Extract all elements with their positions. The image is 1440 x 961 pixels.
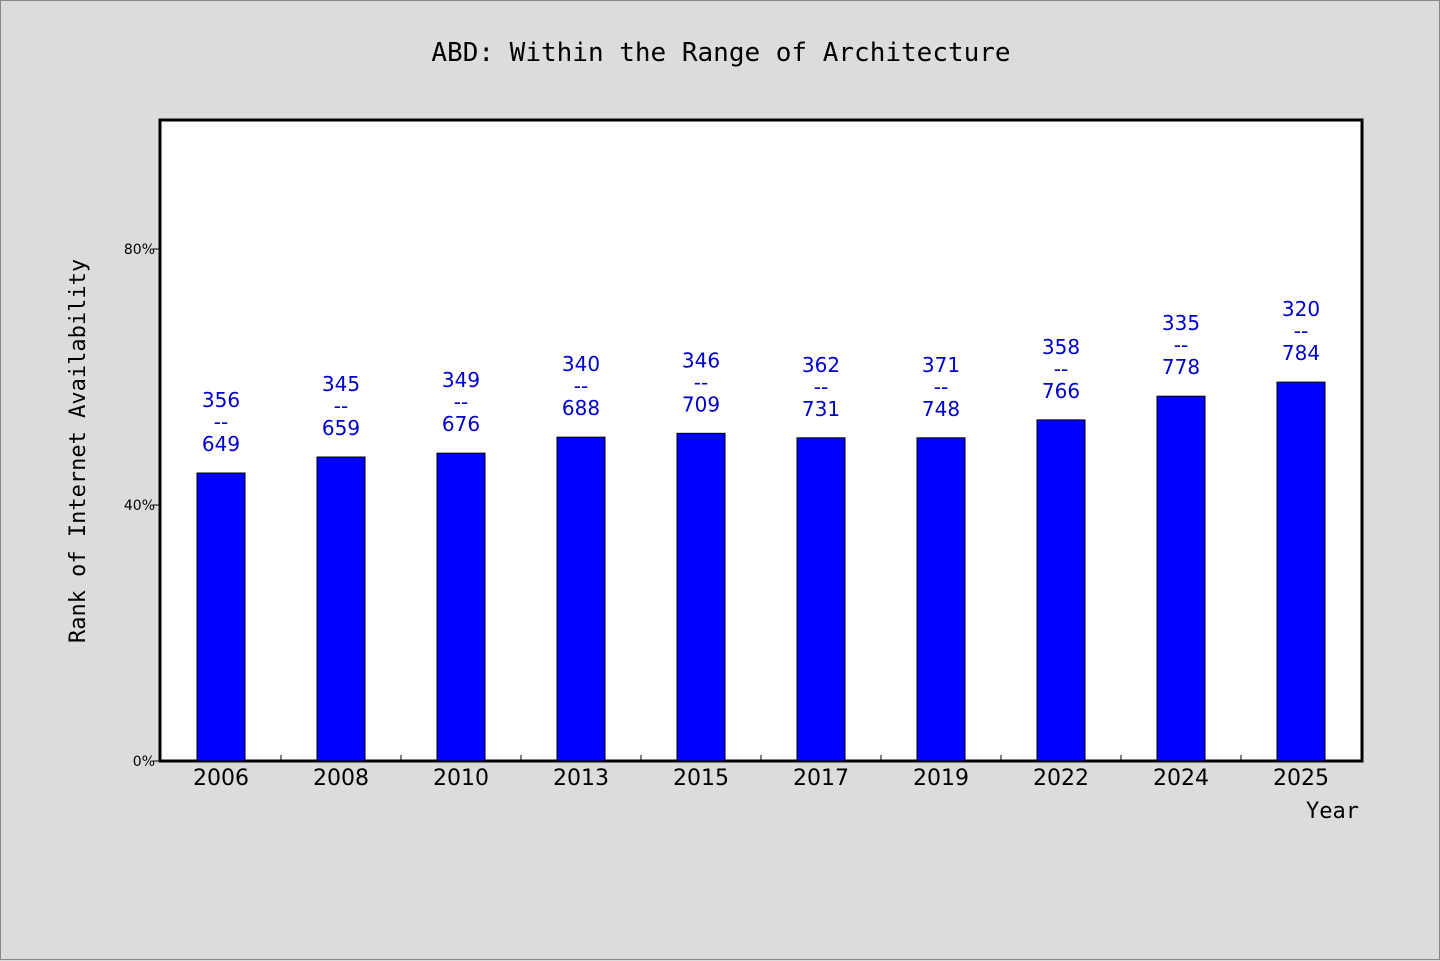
bar-2025 bbox=[1276, 381, 1326, 762]
y-tick-label-40: 40% bbox=[124, 498, 155, 514]
bar-2013 bbox=[556, 436, 606, 762]
x-tick-label-2017: 2017 bbox=[793, 766, 849, 791]
data-label-2013-top: 340 bbox=[562, 352, 600, 376]
data-label-2015-top: 346 bbox=[682, 348, 720, 372]
x-tick-label-2006: 2006 bbox=[193, 766, 249, 791]
bar-2006 bbox=[196, 472, 246, 762]
y-axis: 0% 40% 80% bbox=[124, 242, 161, 770]
data-label-2010-sep: -- bbox=[454, 390, 468, 414]
data-label-2024-bottom: 778 bbox=[1162, 355, 1200, 379]
data-label-2013-sep: -- bbox=[574, 374, 588, 398]
x-tick-label-2010: 2010 bbox=[433, 766, 489, 791]
data-label-2022-bottom: 766 bbox=[1042, 379, 1080, 403]
data-label-2019-bottom: 748 bbox=[922, 397, 960, 421]
chart-title: ABD: Within the Range of Architecture bbox=[431, 38, 1010, 68]
data-label-2006-top: 356 bbox=[202, 388, 240, 412]
bar-2019 bbox=[916, 437, 966, 762]
x-tick-label-2025: 2025 bbox=[1273, 766, 1329, 791]
x-tick-label-2024: 2024 bbox=[1153, 766, 1209, 791]
bar-2017 bbox=[796, 437, 846, 762]
data-label-2008-bottom: 659 bbox=[322, 416, 360, 440]
data-label-2025-bottom: 784 bbox=[1282, 341, 1320, 365]
data-label-2025-sep: -- bbox=[1294, 319, 1308, 343]
data-label-2019-top: 371 bbox=[922, 353, 960, 377]
x-tick-label-2022: 2022 bbox=[1033, 766, 1089, 791]
data-label-2015-bottom: 709 bbox=[682, 392, 720, 416]
data-label-2019-sep: -- bbox=[934, 375, 948, 399]
data-label-2006-sep: -- bbox=[214, 410, 228, 434]
x-axis: 2006 2008 2010 2013 2015 2017 2019 2022 2024 2025 bbox=[193, 755, 1329, 791]
y-tick-label-80: 80% bbox=[124, 242, 155, 258]
y-axis-label: Rank of Internet Availability bbox=[66, 259, 91, 643]
bars-group bbox=[196, 381, 1326, 762]
data-label-2010-bottom: 676 bbox=[442, 412, 480, 436]
data-label-2022-top: 358 bbox=[1042, 335, 1080, 359]
bar-2022 bbox=[1036, 419, 1086, 762]
bar-2010 bbox=[436, 452, 486, 762]
y-tick-label-0: 0% bbox=[133, 754, 155, 770]
x-tick-label-2019: 2019 bbox=[913, 766, 969, 791]
data-label-2017-sep: -- bbox=[814, 375, 828, 399]
data-label-2022-sep: -- bbox=[1054, 357, 1068, 381]
data-label-2015-sep: -- bbox=[694, 370, 708, 394]
data-labels-group: 356--649345--659349--676340--688346--709… bbox=[202, 297, 1320, 456]
data-label-2024-sep: -- bbox=[1174, 333, 1188, 357]
x-tick-label-2015: 2015 bbox=[673, 766, 729, 791]
data-label-2008-top: 345 bbox=[322, 372, 360, 396]
data-label-2013-bottom: 688 bbox=[562, 396, 600, 420]
x-axis-label: Year bbox=[1306, 799, 1359, 824]
data-label-2006-bottom: 649 bbox=[202, 432, 240, 456]
bar-2015 bbox=[676, 432, 726, 762]
data-label-2025-top: 320 bbox=[1282, 297, 1320, 321]
x-tick-label-2008: 2008 bbox=[313, 766, 369, 791]
data-label-2008-sep: -- bbox=[334, 394, 348, 418]
bar-2024 bbox=[1156, 395, 1206, 762]
data-label-2017-top: 362 bbox=[802, 353, 840, 377]
data-label-2017-bottom: 731 bbox=[802, 397, 840, 421]
bar-2008 bbox=[316, 456, 366, 762]
x-tick-label-2013: 2013 bbox=[553, 766, 609, 791]
data-label-2024-top: 335 bbox=[1162, 311, 1200, 335]
data-label-2010-top: 349 bbox=[442, 368, 480, 392]
